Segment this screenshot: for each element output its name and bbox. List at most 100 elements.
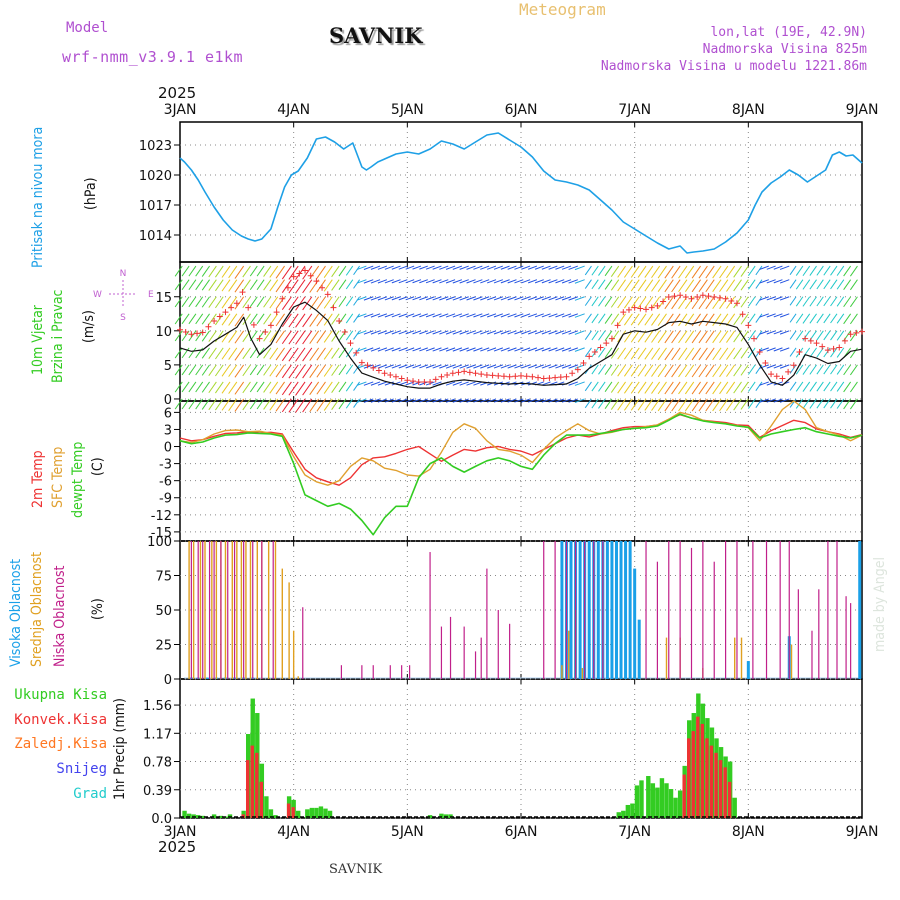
wind-barb	[816, 381, 824, 392]
compass-north: N	[120, 269, 127, 279]
wind-gust-mark	[745, 322, 752, 329]
wind-barb	[584, 330, 592, 340]
wind-barb	[740, 398, 749, 410]
wind-barb	[353, 330, 361, 340]
temp-unit: (C)	[90, 457, 106, 476]
cloud-mid-label: Srednja Oblacnost	[29, 551, 45, 667]
wind-gust-mark	[739, 311, 746, 318]
wind-barb	[188, 347, 197, 359]
wind-barb	[789, 347, 797, 357]
low-cloud-bar	[361, 665, 363, 679]
wind-gust-mark	[552, 374, 559, 381]
wind-barb	[174, 364, 183, 376]
wind-barb	[610, 381, 620, 393]
wind-barb	[528, 398, 538, 403]
total-rain-bar	[305, 809, 310, 818]
wind-barb	[604, 296, 613, 307]
wind-barb	[591, 296, 599, 307]
wind-barb	[789, 296, 797, 306]
wind-barb	[617, 313, 626, 326]
wind-barb	[281, 347, 292, 362]
wind-barb	[637, 398, 647, 411]
y-tick-label: 1023	[139, 139, 172, 154]
wind-barb	[174, 381, 183, 393]
wind-barb	[452, 364, 463, 369]
wind-barb	[698, 347, 708, 361]
wind-barb	[412, 347, 422, 352]
total-rain-bar	[630, 803, 635, 818]
wind-barb	[802, 296, 811, 307]
total-rain-bar	[448, 814, 453, 818]
temp-dewpt-line	[179, 413, 863, 536]
wind-barb	[809, 364, 817, 375]
mid-cloud-bar	[568, 630, 570, 679]
wind-gust-mark	[819, 343, 826, 350]
wind-barb	[644, 265, 654, 278]
wind-barb	[452, 313, 463, 318]
low-cloud-bar	[736, 541, 738, 679]
convective-rain-bar	[696, 716, 700, 818]
y-tick-label: 1.17	[143, 727, 172, 742]
wind-barb	[755, 265, 763, 276]
y-tick-label: 0.0	[151, 812, 172, 827]
wind-barb	[705, 381, 715, 395]
total-rain-bar	[296, 810, 301, 818]
wind-gust-mark	[790, 362, 797, 369]
wind-gust-mark	[233, 300, 240, 307]
low-cloud-bar	[509, 623, 511, 679]
wind-barb	[779, 330, 790, 335]
wind-barb	[617, 347, 626, 360]
convective-rain-bar	[682, 774, 686, 818]
wind-barb	[208, 364, 217, 377]
wind-gust-mark	[438, 373, 445, 380]
wind-barb	[561, 347, 572, 352]
wind-barb	[830, 347, 838, 358]
high-cloud-bar	[633, 568, 637, 679]
wind-barb	[459, 296, 469, 301]
top-day-tick-label: 8JAN	[732, 102, 765, 118]
wind-barb	[548, 398, 558, 403]
wind-barb	[568, 347, 579, 352]
wind-barb	[486, 296, 497, 301]
low-cloud-bar	[656, 561, 658, 679]
wind-barb	[398, 265, 408, 270]
wind-barb	[574, 265, 585, 271]
total-rain-bar	[218, 815, 224, 818]
wind-gust-mark	[472, 370, 479, 377]
wind-barb	[534, 296, 544, 301]
wind-barb	[419, 279, 428, 284]
wind-gust-mark	[773, 373, 780, 380]
total-rain-bar	[327, 810, 333, 818]
wind-barb	[823, 381, 831, 392]
wind-barb	[208, 265, 217, 278]
low-cloud-bar	[827, 541, 829, 679]
wind-barb	[809, 279, 817, 290]
wind-gust-mark	[489, 372, 496, 379]
wind-barb	[568, 398, 579, 403]
wind-barb	[480, 330, 490, 335]
wind-barb	[555, 296, 565, 301]
wind-barb	[493, 347, 503, 352]
wind-barb	[671, 296, 681, 310]
wind-barb	[712, 347, 722, 361]
wind-barb	[712, 364, 722, 378]
temp-dewpt-label: dewpt Temp	[70, 441, 86, 518]
wind-barb	[637, 313, 647, 326]
wind-barb	[664, 398, 674, 412]
high-cloud-bar	[605, 541, 609, 679]
wind-barb	[419, 330, 428, 335]
wind-barb	[823, 279, 831, 290]
wind-barb	[263, 381, 272, 393]
wind-barb	[214, 296, 224, 309]
wind-barb	[830, 398, 838, 409]
wind-barb	[766, 364, 776, 369]
low-cloud-bar	[574, 541, 577, 679]
wind-barb	[439, 330, 449, 335]
wind-barb	[275, 398, 285, 412]
wind-barb	[823, 364, 831, 375]
wind-barb	[377, 330, 388, 335]
mid-cloud-bar	[288, 582, 290, 679]
wind-barb	[598, 347, 606, 358]
high-cloud-bar	[610, 541, 614, 679]
wind-barb	[384, 279, 394, 284]
